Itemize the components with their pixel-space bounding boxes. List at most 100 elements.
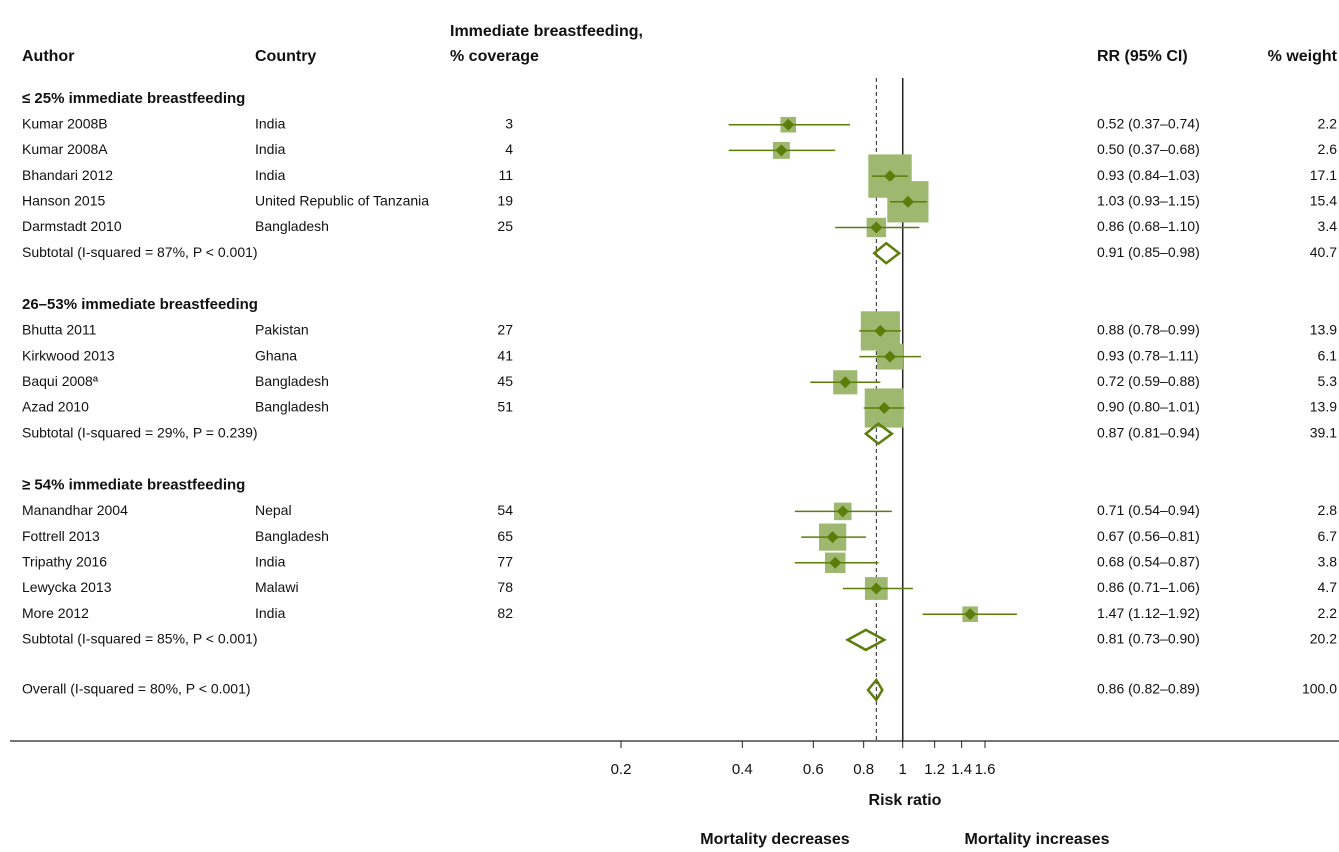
rr-ci: 0.72 (0.59–0.88) [1097,373,1200,389]
rr-ci: 0.50 (0.37–0.68) [1097,141,1200,157]
pooled-diamond [845,628,887,652]
subtotal-label: Subtotal (I-squared = 87%, P < 0.001) [22,244,258,260]
group-title: ≥ 54% immediate breastfeeding [22,477,245,494]
point-estimate [878,402,891,414]
point-estimate [829,556,842,569]
coverage: 82 [497,605,513,621]
rr-ci: 0.81 (0.73–0.90) [1097,631,1200,647]
country: India [255,554,286,570]
pooled-diamond [866,677,884,703]
group-title: ≤ 25% immediate breastfeeding [22,90,245,107]
country: India [255,167,286,183]
header-coverage: % coverage [450,48,539,65]
country: Bangladesh [255,528,329,544]
country: Nepal [255,502,292,518]
coverage: 4 [505,141,513,157]
annotation: Mortality increases [965,831,1110,848]
country: Ghana [255,347,297,363]
x-tick-label: 0.4 [732,761,753,778]
weight: 2.2 [1318,115,1338,131]
weight: 4.7 [1318,579,1338,595]
coverage: 3 [505,115,513,131]
rr-ci: 0.90 (0.80–1.01) [1097,399,1200,415]
group-title: 26–53% immediate breastfeeding [22,296,258,313]
rr-ci: 1.47 (1.12–1.92) [1097,605,1200,621]
coverage: 45 [497,373,513,389]
author: Baqui 2008ª [22,373,99,389]
subtotal-label: Subtotal (I-squared = 29%, P = 0.239) [22,424,258,440]
weight: 6.7 [1318,528,1338,544]
coverage: 11 [498,167,513,183]
x-tick-label: 1.4 [951,761,972,778]
rr-ci: 0.88 (0.78–0.99) [1097,322,1200,338]
author: Azad 2010 [22,399,89,415]
coverage: 41 [497,347,513,363]
pooled-diamond [872,241,902,265]
point-estimate [964,608,977,621]
weight: 3.8 [1318,554,1338,570]
x-tick-label: 1 [899,761,907,778]
weight: 15.4 [1310,193,1337,209]
point-estimate [870,582,883,595]
rr-ci: 0.93 (0.84–1.03) [1097,167,1200,183]
coverage: 27 [497,322,513,338]
author: Kumar 2008A [22,141,108,157]
country: Pakistan [255,322,309,338]
rr-ci: 0.52 (0.37–0.74) [1097,115,1200,131]
weight: 2.2 [1318,605,1338,621]
pooled-diamond [863,422,895,446]
weight: 5.3 [1318,373,1338,389]
weight: 2.8 [1318,502,1338,518]
author: Hanson 2015 [22,193,106,209]
point-estimate [884,170,897,183]
subtotal-label: Subtotal (I-squared = 85%, P < 0.001) [22,631,258,647]
country: India [255,141,286,157]
weight: 40.7 [1310,244,1337,260]
point-estimate [836,505,849,518]
country: India [255,605,286,621]
weight: 13.9 [1310,322,1337,338]
rr-ci: 0.87 (0.81–0.94) [1097,424,1200,440]
rr-ci: 0.86 (0.68–1.10) [1097,218,1200,234]
point-estimate [874,324,887,337]
weight: 13.9 [1310,399,1337,415]
country: United Republic of Tanzania [255,193,429,209]
rr-ci: 0.91 (0.85–0.98) [1097,244,1200,260]
rr-ci: 0.68 (0.54–0.87) [1097,554,1200,570]
x-tick-label: 1.2 [924,761,945,778]
author: Kumar 2008B [22,115,108,131]
author: Darmstadt 2010 [22,218,122,234]
coverage: 54 [497,502,513,518]
header-rr: RR (95% CI) [1097,48,1188,65]
coverage: 78 [497,579,513,595]
coverage: 25 [497,218,513,234]
author: Bhandari 2012 [22,167,113,183]
annotation: Mortality decreases [700,831,850,848]
author: More 2012 [22,605,89,621]
rr-ci: 0.93 (0.78–1.11) [1097,347,1199,363]
country: Bangladesh [255,399,329,415]
country: Malawi [255,579,299,595]
x-tick-label: 0.6 [803,761,824,778]
weight: 3.4 [1318,218,1338,234]
country: Bangladesh [255,218,329,234]
rr-ci: 1.03 (0.93–1.15) [1097,193,1200,209]
point-estimate [901,195,914,208]
coverage: 19 [497,193,513,209]
country: Bangladesh [255,373,329,389]
weight: 100.0 [1302,681,1337,697]
x-axis-label: Risk ratio [869,792,942,809]
rr-ci: 0.71 (0.54–0.94) [1097,502,1200,518]
point-estimate [870,221,883,234]
author: Bhutta 2011 [22,322,97,338]
weight: 6.1 [1318,347,1338,363]
overall-label: Overall (I-squared = 80%, P < 0.001) [22,681,251,697]
country: India [255,115,286,131]
point-estimate [839,376,852,389]
coverage: 51 [497,399,513,415]
header-country: Country [255,48,316,65]
x-tick-label: 0.8 [853,761,874,778]
author: Fottrell 2013 [22,528,100,544]
